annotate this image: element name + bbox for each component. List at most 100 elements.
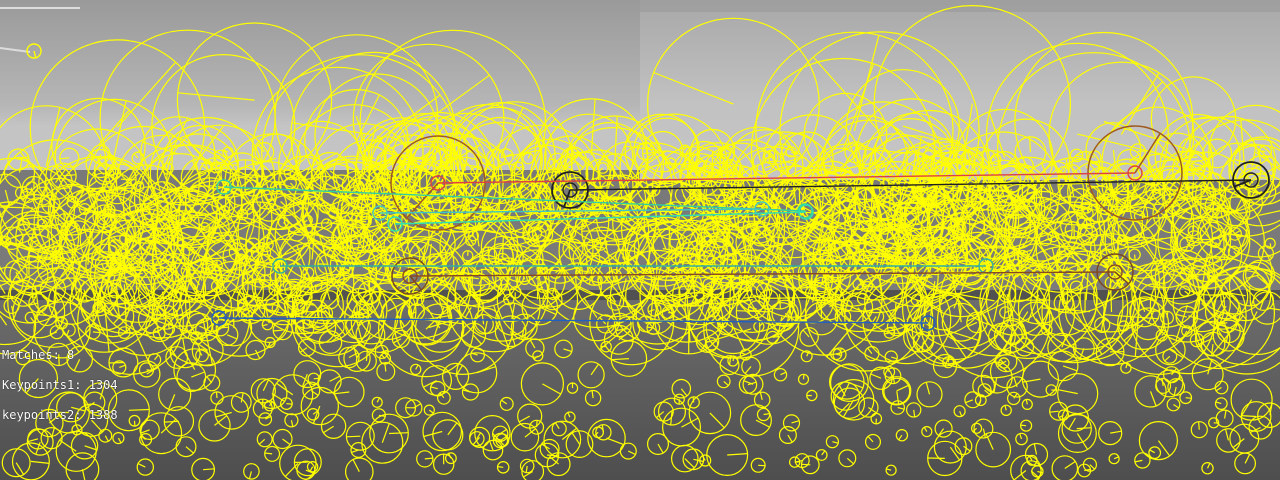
keypoint (832, 378, 875, 421)
keypoint (716, 374, 731, 389)
keypoint (83, 382, 118, 417)
keypoint (15, 350, 31, 366)
keypoint (40, 427, 63, 450)
keypoint (883, 377, 911, 405)
keypoint (1166, 397, 1181, 412)
keypoint (797, 373, 810, 385)
keypoint (964, 391, 982, 409)
keypoint (141, 194, 169, 222)
keypoint (671, 252, 683, 264)
keypoint (138, 362, 155, 378)
keypoint (565, 430, 594, 459)
keypoint (883, 327, 896, 339)
keypoint (264, 445, 281, 462)
large-keypoint (176, 22, 333, 178)
keypoint (298, 338, 316, 357)
keypoint (338, 198, 391, 252)
keypoint (1154, 249, 1211, 305)
keypoint (799, 327, 819, 347)
match-line (409, 271, 1116, 277)
match-line (223, 186, 806, 212)
keypoint (216, 161, 319, 264)
keypoint (659, 203, 680, 223)
scale-keypoint-layer (29, 4, 1270, 295)
keypoint (1179, 391, 1193, 405)
keypoint (1035, 220, 1096, 281)
keypoint (4, 259, 28, 284)
keypoint (345, 421, 375, 451)
large-keypoint (779, 31, 980, 232)
keypoint (1049, 401, 1069, 421)
keypoint (546, 452, 571, 477)
keypoint (671, 378, 692, 399)
keypoint (998, 357, 1010, 369)
keypoint (996, 183, 1043, 229)
keypoint (139, 419, 160, 440)
keypoint (0, 173, 22, 207)
match-endpoint (754, 201, 770, 217)
keypoint (548, 152, 566, 171)
keypoint (536, 263, 548, 275)
keypoint (344, 212, 358, 226)
keypoint (688, 391, 732, 435)
large-keypoint (803, 92, 888, 177)
keypoint (432, 419, 464, 451)
keypoint (806, 389, 818, 402)
match-line (569, 179, 1252, 191)
keypoint (980, 264, 1076, 360)
large-keypoint (647, 17, 820, 191)
keypoint (1244, 259, 1275, 290)
keypoint (882, 376, 912, 406)
keypoint (988, 322, 1016, 351)
keypoint (391, 329, 410, 348)
keypoint (200, 212, 230, 242)
keypoint (800, 455, 820, 475)
large-keypoint (1014, 31, 1194, 212)
keypoint (0, 295, 37, 355)
keypoint (1019, 419, 1033, 432)
keypoint (1240, 401, 1272, 432)
keypoint (446, 102, 556, 212)
keypoint (1015, 432, 1028, 446)
keypoint (864, 346, 880, 362)
keypoint (18, 358, 59, 399)
keypoint (1045, 384, 1058, 396)
keypoint (25, 181, 39, 194)
keypoint (345, 457, 374, 480)
keypoint (966, 311, 988, 334)
keypoint (170, 226, 209, 265)
keypoint (39, 276, 66, 303)
keypoint (433, 453, 455, 475)
keypoint (813, 276, 830, 293)
keypoint (603, 324, 634, 355)
keypoint (1057, 414, 1097, 454)
keypoint (173, 348, 217, 392)
keypoint (884, 350, 898, 364)
keypoint (543, 420, 582, 459)
keypoint (522, 152, 535, 165)
keypoint (1216, 428, 1241, 453)
keypoint (532, 350, 544, 362)
keypoint (744, 220, 842, 318)
keypoint (496, 460, 510, 474)
keypoint (321, 158, 361, 198)
keypoint (719, 355, 740, 376)
keypoint (1138, 421, 1179, 461)
keypoint (830, 381, 861, 411)
keypoints2-count-label: keypoints2: 1388 (2, 408, 118, 422)
keypoint (85, 324, 101, 340)
keypoint (198, 409, 231, 442)
keypoint (0, 210, 76, 294)
match-line (218, 317, 929, 324)
keypoint (33, 301, 91, 359)
keypoint (727, 355, 739, 367)
keypoint (306, 407, 320, 421)
keypoint (894, 229, 912, 247)
keypoint (112, 432, 125, 445)
keypoint (201, 262, 214, 276)
keypoint (815, 449, 828, 461)
keypoint (136, 458, 154, 476)
keypoint (272, 428, 293, 450)
keypoint (66, 345, 93, 373)
